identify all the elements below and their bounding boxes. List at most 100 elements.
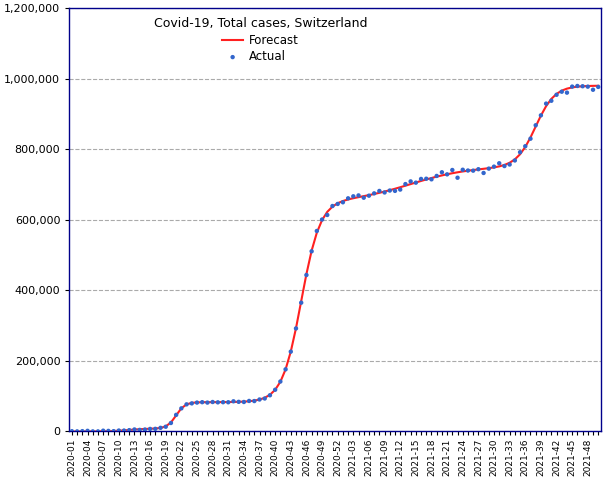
Actual [317, 216, 327, 223]
Forecast [183, 401, 190, 407]
Actual [583, 83, 593, 91]
Actual [275, 378, 285, 385]
Actual [364, 192, 374, 200]
Actual [463, 167, 473, 174]
Actual [453, 174, 462, 181]
Line: Forecast: Forecast [72, 86, 598, 432]
Actual [114, 427, 123, 434]
Actual [244, 397, 254, 405]
Actual [432, 172, 442, 180]
Actual [328, 202, 338, 210]
Actual [83, 427, 93, 435]
Actual [77, 427, 87, 435]
Actual [88, 428, 97, 435]
Forecast [595, 83, 602, 89]
Actual [229, 397, 238, 405]
Actual [166, 419, 176, 427]
Actual [270, 386, 280, 394]
Actual [348, 192, 358, 200]
Actual [161, 423, 171, 431]
Actual [255, 396, 264, 403]
Actual [594, 83, 603, 91]
Actual [171, 411, 181, 419]
Actual [359, 194, 368, 202]
Actual [458, 166, 468, 174]
Actual [140, 426, 149, 433]
Actual [374, 187, 384, 195]
Actual [301, 271, 311, 279]
Actual [468, 167, 478, 175]
Forecast [168, 420, 175, 425]
Actual [203, 399, 212, 407]
Actual [494, 159, 504, 167]
Actual [562, 89, 572, 96]
Actual [411, 179, 420, 187]
Actual [526, 135, 535, 143]
Actual [536, 111, 546, 119]
Actual [72, 428, 82, 435]
Actual [416, 175, 426, 183]
Actual [249, 397, 259, 405]
Forecast [522, 144, 529, 150]
Actual [239, 398, 249, 406]
Actual [354, 192, 364, 199]
Actual [343, 194, 353, 202]
Actual [390, 187, 400, 195]
Actual [223, 398, 233, 406]
Actual [484, 165, 494, 172]
Actual [296, 299, 306, 307]
Actual [448, 166, 457, 174]
Actual [260, 395, 270, 402]
Actual [505, 161, 514, 168]
Actual [557, 88, 567, 96]
Actual [541, 100, 551, 108]
Actual [567, 83, 577, 90]
Actual [182, 400, 191, 408]
Actual [281, 365, 290, 373]
Actual [218, 398, 228, 406]
Actual [520, 143, 530, 150]
Actual [291, 324, 301, 332]
Actual [510, 156, 520, 164]
Actual [385, 187, 394, 194]
Actual [489, 163, 499, 170]
Actual [578, 83, 587, 90]
Actual [406, 178, 416, 185]
Actual [155, 424, 165, 432]
Actual [135, 426, 145, 434]
Actual [531, 121, 540, 129]
Actual [552, 91, 561, 98]
Actual [177, 405, 186, 412]
Actual [119, 427, 129, 434]
Actual [99, 427, 108, 434]
Actual [422, 175, 431, 182]
Actual [588, 86, 598, 94]
Actual [187, 399, 197, 407]
Actual [427, 176, 436, 183]
Actual [129, 426, 139, 433]
Actual [500, 162, 509, 170]
Actual [479, 169, 488, 177]
Actual [515, 148, 525, 156]
Actual [286, 348, 296, 356]
Actual [265, 391, 275, 399]
Forecast [438, 172, 445, 178]
Actual [312, 227, 322, 235]
Actual [234, 398, 244, 406]
Actual [208, 398, 217, 406]
Actual [192, 399, 202, 407]
Actual [401, 180, 410, 188]
Forecast [480, 166, 487, 172]
Actual [474, 166, 483, 173]
Actual [307, 248, 316, 255]
Legend: Forecast, Actual: Forecast, Actual [149, 12, 372, 68]
Actual [380, 189, 390, 196]
Actual [437, 168, 446, 176]
Actual [572, 82, 582, 90]
Actual [322, 211, 332, 219]
Actual [333, 200, 342, 208]
Actual [396, 186, 405, 193]
Actual [369, 190, 379, 197]
Forecast [308, 248, 315, 253]
Actual [151, 425, 160, 432]
